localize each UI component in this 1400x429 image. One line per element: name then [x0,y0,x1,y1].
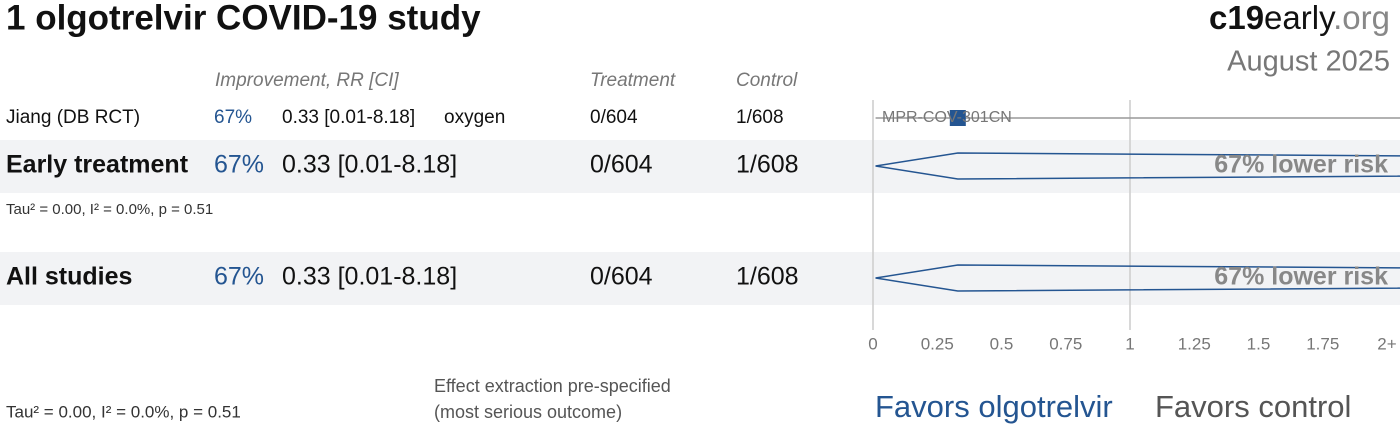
x-tick-label: 0.75 [1049,334,1082,353]
brand-part: c19 [1209,0,1264,36]
favors-left: Favors olgotrelvir [875,389,1113,424]
header: Treatment [590,70,676,91]
x-tick-label: 0 [868,334,877,353]
title: 1 olgotrelvir COVID-19 study [6,0,481,37]
treatment: 0/604 [590,107,638,128]
improvement: 67% [214,263,264,291]
plot-area [875,110,1400,292]
improvement: 67% [214,151,264,179]
header: Improvement, RR [CI] [215,70,399,91]
study-id: MPR-COV-301CN [882,109,1012,126]
favors-right: Favors control [1155,389,1351,424]
note: Effect extraction pre-specified [434,376,671,396]
heterogeneity: Tau² = 0.00, I² = 0.0%, p = 0.51 [6,402,241,421]
group-name: All studies [6,263,132,291]
control: 1/608 [736,107,784,128]
group-name: Early treatment [6,151,189,179]
risk-label: 67% lower risk [1214,263,1388,291]
x-tick-label: 0.25 [921,334,954,353]
point-estimate [949,110,966,126]
treatment: 0/604 [590,151,653,179]
brand: c19early.org [1209,0,1390,36]
x-tick-label: 1.25 [1178,334,1211,353]
header: Control [736,70,798,91]
rr-ci: 0.33 [0.01-8.18] [282,263,457,291]
brand-part: .org [1333,0,1390,36]
x-tick-label: 0.5 [990,334,1014,353]
heterogeneity: Tau² = 0.00, I² = 0.0%, p = 0.51 [6,201,213,218]
row-band [0,252,1400,305]
treatment: 0/604 [590,263,653,291]
x-tick-label: 1.75 [1306,334,1339,353]
summary-diamond [875,152,1400,180]
risk-label: 67% lower risk [1214,151,1388,179]
x-tick-label: 1 [1125,334,1134,353]
note: (most serious outcome) [434,402,622,422]
control: 1/608 [736,263,799,291]
rr-ci: 0.33 [0.01-8.18] [282,107,415,128]
rr-ci: 0.33 [0.01-8.18] [282,151,457,179]
control: 1/608 [736,151,799,179]
brand-part: early [1264,0,1336,36]
row-band [0,140,1400,193]
improvement: 67% [214,107,252,128]
study-name: Jiang (DB RCT) [6,107,140,128]
date: August 2025 [1227,46,1390,78]
x-tick-label: 1.5 [1247,334,1271,353]
outcome: oxygen [444,107,505,128]
summary-diamond [875,264,1400,292]
x-tick-label: 2+ [1377,334,1396,353]
